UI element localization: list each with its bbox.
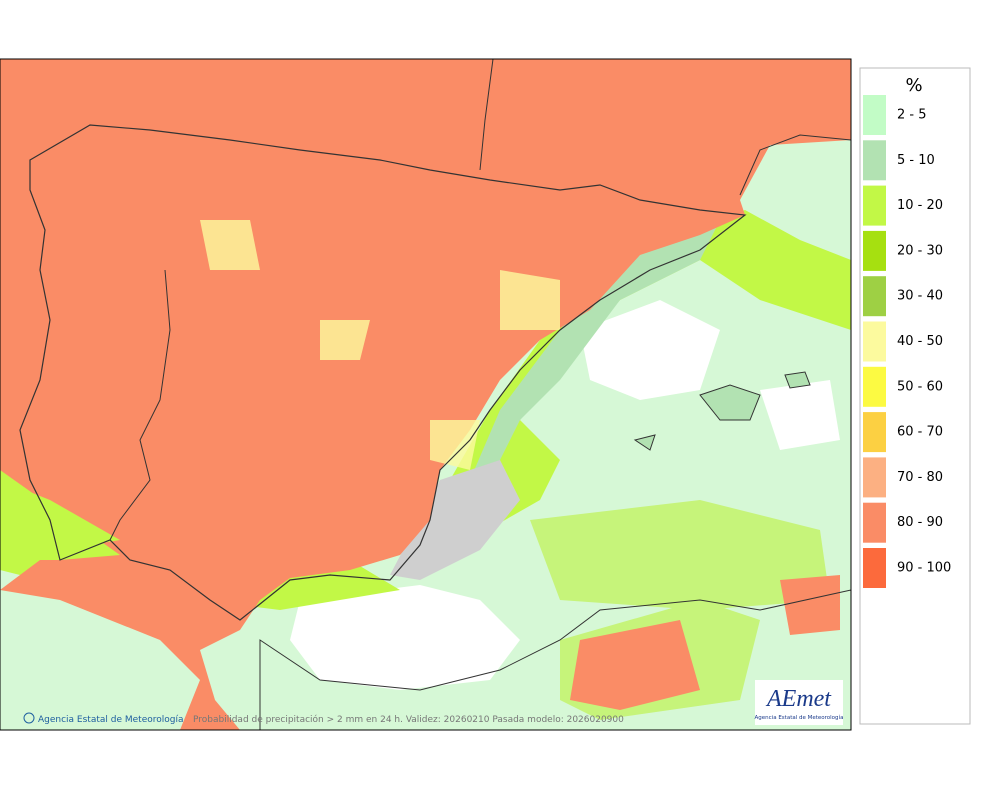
credit: Agencia Estatal de Meteorología: [38, 715, 184, 725]
legend-label: 50 - 60: [897, 379, 943, 394]
logo-subtitle: Agencia Estatal de Meteorología: [755, 714, 844, 721]
iberia-coast: [19, 124, 747, 621]
legend-label: 40 - 50: [897, 334, 943, 349]
logo-box: [755, 680, 843, 725]
legend-swatch: [863, 276, 886, 317]
white-area: [290, 585, 520, 690]
legend-label: 70 - 80: [897, 470, 943, 485]
caption: Probabilidad de precipitación > 2 mm en …: [193, 714, 624, 725]
green-area: [530, 500, 830, 610]
dotted-area: [470, 220, 720, 480]
legend-label: 90 - 100: [897, 561, 951, 576]
legend-label: 30 - 40: [897, 289, 943, 304]
legend-swatch: [863, 457, 886, 498]
legend: % 2 - 5 5 - 10 10 - 20 20 - 30 30 - 40 40 - 5…: [859, 67, 971, 725]
legend-swatch: [863, 140, 886, 181]
legend-swatch: [863, 548, 886, 588]
legend-swatch: [863, 95, 886, 135]
islands: [633, 371, 811, 451]
legend-title: %: [905, 75, 922, 96]
sea-area: [0, 590, 200, 730]
legend-label: 80 - 90: [897, 515, 943, 530]
orange-area: [570, 575, 840, 710]
legend-swatch: [863, 185, 886, 226]
yellow-area: [200, 220, 560, 470]
legend-label: 10 - 20: [897, 198, 943, 213]
legend-label: 2 - 5: [897, 108, 927, 123]
green-area: [0, 480, 120, 560]
legend-label: 20 - 30: [897, 243, 943, 258]
legend-swatch: [863, 412, 886, 453]
legend-label: 5 - 10: [897, 153, 935, 168]
legend-swatch: [863, 502, 886, 543]
logo: AEmet: [765, 686, 832, 712]
white-area: [580, 300, 840, 450]
green-area: [400, 210, 851, 570]
grey-area: [390, 460, 520, 580]
map: Agencia Estatal de Meteorología Probabil…: [0, 58, 852, 731]
legend-swatch: [863, 230, 886, 271]
france-coast: [479, 58, 494, 171]
copyright-icon: [23, 712, 35, 724]
legend-label: 60 - 70: [897, 425, 943, 440]
legend-swatch: [863, 321, 886, 362]
legend-swatch: [863, 366, 886, 407]
france-coast: [739, 134, 852, 196]
map-frame: [0, 58, 852, 731]
border-line: [109, 269, 171, 541]
